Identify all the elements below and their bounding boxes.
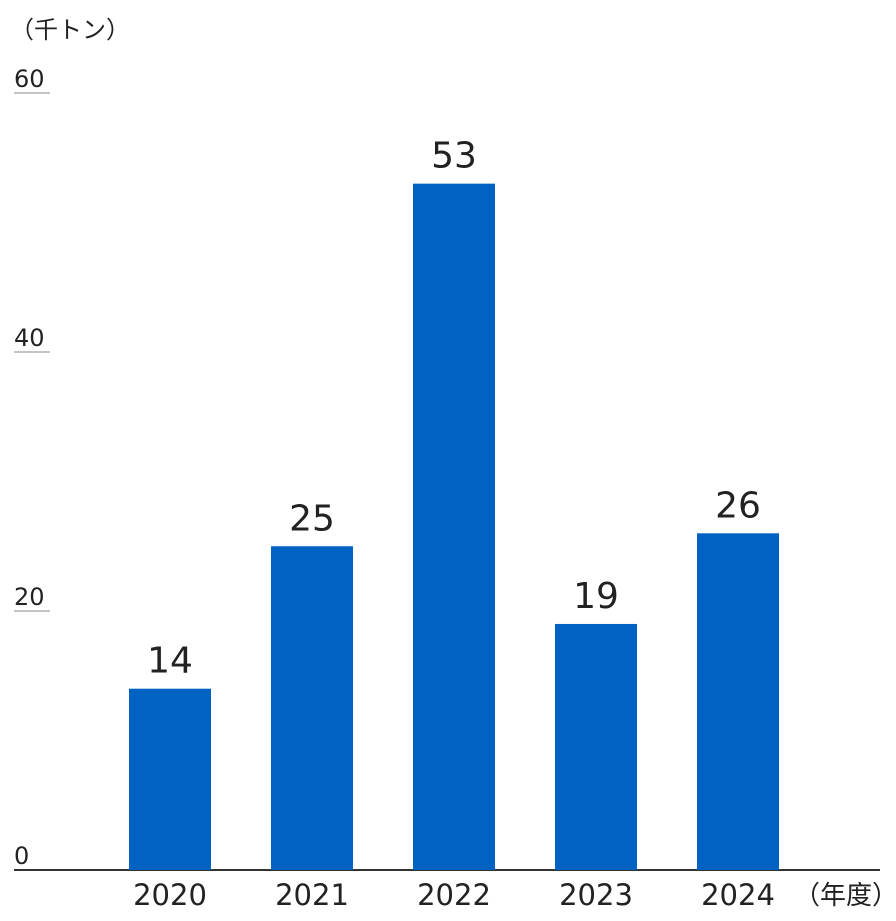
x-tick-label: 2020 (133, 878, 207, 912)
value-label: 26 (715, 485, 761, 526)
y-axis-label: （千トン） (10, 16, 130, 44)
bar (697, 533, 779, 870)
value-label: 19 (573, 576, 619, 617)
bar (555, 623, 637, 870)
value-label: 14 (147, 641, 193, 682)
y-tick-label: 60 (14, 65, 45, 93)
bar (271, 546, 353, 870)
bar (413, 183, 495, 870)
x-axis-label: （年度） (794, 881, 896, 911)
x-tick-label: 2024 (701, 878, 775, 912)
x-tick-label: 2021 (275, 878, 349, 912)
y-tick-label: 20 (14, 583, 45, 611)
x-tick-label: 2022 (417, 878, 491, 912)
value-label: 53 (431, 136, 477, 177)
bar (129, 688, 211, 870)
value-label: 25 (289, 498, 335, 539)
x-tick-label: 2023 (559, 878, 633, 912)
y-tick-label: 40 (14, 324, 45, 352)
y-tick-label: 0 (14, 842, 29, 870)
